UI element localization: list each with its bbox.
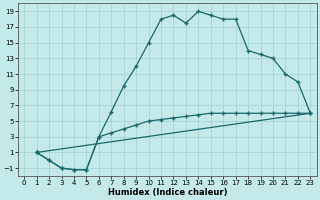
X-axis label: Humidex (Indice chaleur): Humidex (Indice chaleur)	[108, 188, 227, 197]
